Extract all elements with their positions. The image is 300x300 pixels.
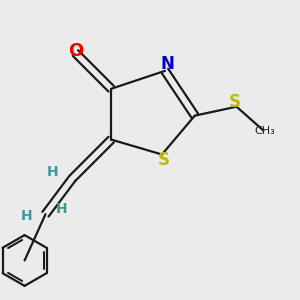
Text: N: N (161, 55, 175, 73)
Text: H: H (20, 209, 32, 223)
Text: H: H (56, 202, 68, 216)
Text: CH₃: CH₃ (255, 126, 275, 136)
Text: H: H (47, 165, 59, 179)
Text: S: S (229, 93, 241, 111)
Text: O: O (68, 43, 83, 61)
Text: S: S (158, 151, 169, 169)
